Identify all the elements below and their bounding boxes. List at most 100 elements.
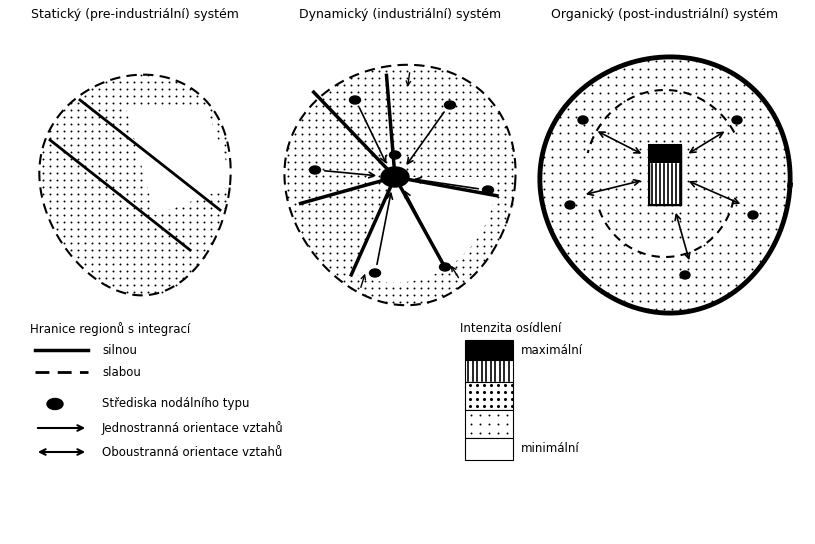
Point (570, 249, 583, 257)
Point (310, 171, 323, 180)
Point (698, 105, 711, 114)
Point (106, 203, 119, 212)
Point (689, 241, 703, 250)
Point (673, 193, 686, 201)
Point (408, 298, 421, 306)
Point (761, 177, 774, 186)
Point (121, 98, 134, 107)
Point (761, 225, 774, 233)
Point (400, 193, 413, 201)
Point (386, 137, 399, 145)
Point (738, 217, 751, 225)
Point (316, 193, 329, 201)
Point (148, 133, 161, 142)
Point (505, 186, 518, 194)
Point (324, 227, 337, 236)
Point (106, 140, 119, 149)
Point (51, 182, 64, 191)
Point (386, 144, 399, 152)
Point (394, 94, 407, 103)
Point (330, 171, 343, 180)
Point (205, 106, 218, 114)
Point (92, 252, 105, 261)
Point (610, 209, 623, 218)
Point (337, 94, 350, 103)
Point (499, 199, 512, 208)
Point (456, 213, 469, 222)
Point (414, 220, 427, 229)
Point (689, 305, 703, 313)
Point (713, 113, 726, 121)
Point (183, 189, 196, 198)
Point (470, 157, 483, 166)
Point (601, 185, 615, 194)
Point (365, 157, 378, 166)
Point (191, 147, 204, 156)
Point (470, 137, 483, 145)
Point (337, 242, 350, 250)
Point (421, 276, 434, 285)
Point (681, 193, 694, 201)
Point (156, 127, 169, 135)
Point (324, 206, 337, 215)
Point (86, 84, 99, 93)
Point (127, 98, 140, 107)
Point (86, 203, 99, 212)
Point (601, 281, 615, 289)
Point (443, 283, 456, 292)
Point (491, 164, 504, 173)
Point (394, 115, 407, 124)
Point (641, 137, 654, 145)
Point (689, 233, 703, 242)
Point (665, 225, 678, 233)
Point (429, 213, 442, 222)
Point (464, 164, 477, 173)
Point (345, 283, 358, 292)
Point (746, 145, 759, 153)
Point (295, 137, 308, 145)
Point (421, 144, 434, 152)
Point (400, 150, 413, 159)
Point (386, 298, 399, 306)
Point (380, 122, 393, 131)
Point (673, 185, 686, 194)
Point (372, 108, 385, 117)
Point (113, 147, 126, 156)
Point (51, 225, 64, 233)
Point (738, 185, 751, 194)
Point (464, 171, 477, 180)
Point (351, 122, 364, 131)
Point (106, 176, 119, 184)
Point (738, 257, 751, 265)
Point (721, 89, 734, 97)
Point (148, 77, 161, 86)
Point (92, 245, 105, 254)
Point (127, 140, 140, 149)
Point (721, 129, 734, 138)
Point (162, 127, 175, 135)
Point (170, 274, 183, 282)
Point (658, 105, 671, 114)
Point (738, 145, 751, 153)
Point (414, 206, 427, 215)
Point (289, 150, 302, 159)
Point (545, 160, 558, 169)
Point (570, 129, 583, 138)
Point (484, 213, 497, 222)
Point (681, 233, 694, 242)
Point (295, 157, 308, 166)
Point (443, 115, 456, 124)
Point (617, 217, 630, 225)
Point (435, 164, 448, 173)
Point (106, 252, 119, 261)
Point (71, 127, 84, 135)
Point (421, 220, 434, 229)
Point (464, 157, 477, 166)
Point (113, 84, 126, 93)
Point (443, 242, 456, 250)
Point (443, 144, 456, 152)
Point (658, 265, 671, 274)
Point (295, 213, 308, 222)
Point (478, 199, 491, 208)
Point (421, 234, 434, 243)
